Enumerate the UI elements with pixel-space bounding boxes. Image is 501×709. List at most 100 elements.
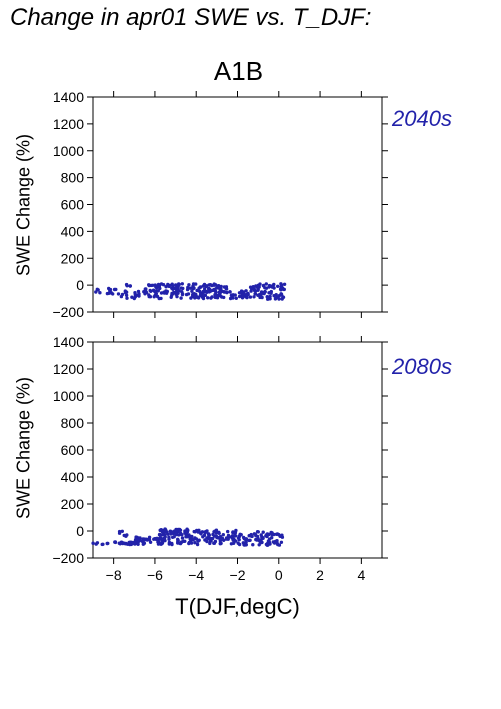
data-point	[262, 283, 266, 288]
data-point	[222, 285, 227, 289]
data-point	[234, 296, 238, 300]
y-tick-label: 800	[61, 415, 85, 431]
data-point	[100, 542, 104, 547]
data-point	[267, 537, 272, 541]
data-point	[119, 540, 123, 545]
data-point	[144, 287, 148, 291]
data-point	[253, 532, 257, 536]
data-point	[280, 533, 284, 537]
data-point	[108, 287, 113, 292]
scenario-title: A1B	[213, 56, 264, 86]
data-point	[200, 295, 205, 299]
data-point	[272, 286, 276, 290]
data-point	[187, 283, 191, 287]
data-point	[105, 291, 110, 296]
data-point	[169, 295, 173, 299]
y-tick-label: 1200	[53, 361, 84, 377]
y-tick-label: −200	[52, 304, 84, 320]
data-point	[217, 530, 221, 534]
data-point	[202, 533, 207, 537]
data-point	[237, 294, 242, 299]
data-point	[203, 293, 208, 297]
data-point	[264, 286, 269, 290]
data-point	[120, 292, 125, 297]
data-point	[242, 543, 246, 547]
data-point	[214, 290, 218, 295]
data-point	[180, 292, 185, 297]
x-tick-label: −4	[188, 567, 204, 583]
data-point	[248, 295, 253, 299]
data-point	[120, 529, 125, 533]
y-axis-label-2080s: SWE Change (%)	[13, 376, 34, 520]
data-point	[186, 285, 190, 290]
data-point	[209, 536, 213, 541]
data-point	[94, 542, 98, 546]
data-point	[192, 293, 196, 297]
data-point	[174, 283, 179, 287]
data-point	[193, 296, 197, 300]
data-point	[117, 531, 122, 535]
data-point	[233, 531, 237, 536]
data-point	[226, 533, 231, 538]
data-point	[276, 542, 280, 547]
data-point	[226, 529, 230, 534]
x-tick-label: −6	[147, 567, 163, 583]
data-point	[124, 293, 129, 297]
y-tick-label: 200	[61, 250, 85, 266]
data-point	[156, 540, 160, 544]
data-point	[279, 540, 284, 544]
data-point	[179, 286, 183, 290]
data-point	[258, 539, 262, 543]
data-point	[255, 285, 259, 289]
data-point	[195, 288, 199, 293]
data-point	[262, 291, 266, 296]
data-point	[153, 283, 157, 287]
data-point	[237, 538, 241, 542]
data-point	[176, 287, 180, 291]
data-point	[133, 293, 137, 297]
data-point	[270, 531, 274, 535]
data-point	[188, 286, 193, 290]
data-point	[265, 295, 269, 299]
data-point	[216, 284, 221, 288]
data-point	[211, 288, 215, 292]
x-tick-label: −8	[106, 567, 122, 583]
data-point	[188, 541, 192, 545]
data-point	[268, 294, 272, 299]
data-point	[280, 283, 284, 287]
data-point	[261, 530, 265, 534]
data-point	[147, 283, 151, 288]
data-point	[124, 541, 128, 546]
data-point	[140, 539, 144, 543]
data-point	[109, 291, 113, 295]
data-point	[94, 290, 98, 294]
data-point	[251, 543, 255, 547]
data-point	[238, 532, 242, 536]
data-point	[193, 541, 197, 545]
data-point	[246, 292, 250, 297]
data-point	[272, 282, 276, 287]
y-tick-label: 1000	[53, 143, 84, 159]
data-point	[198, 289, 202, 294]
data-point	[215, 535, 219, 540]
data-point	[248, 538, 252, 542]
data-point	[212, 541, 216, 545]
period-label-2040s: 2040s	[392, 106, 452, 131]
data-point	[149, 289, 153, 293]
data-point	[249, 534, 254, 538]
data-point	[128, 284, 132, 288]
data-point	[221, 533, 225, 537]
y-tick-label: 200	[61, 496, 85, 512]
data-point	[240, 296, 245, 300]
y-tick-label: 600	[61, 442, 85, 458]
data-point	[254, 537, 258, 542]
data-point	[195, 542, 200, 547]
x-tick-label: 4	[357, 567, 365, 583]
y-tick-label: 600	[61, 197, 85, 213]
data-point	[123, 290, 128, 295]
data-point	[132, 296, 136, 301]
data-point	[136, 542, 140, 546]
data-point	[234, 539, 238, 543]
y-tick-label: 800	[61, 170, 85, 186]
data-point	[242, 290, 246, 294]
